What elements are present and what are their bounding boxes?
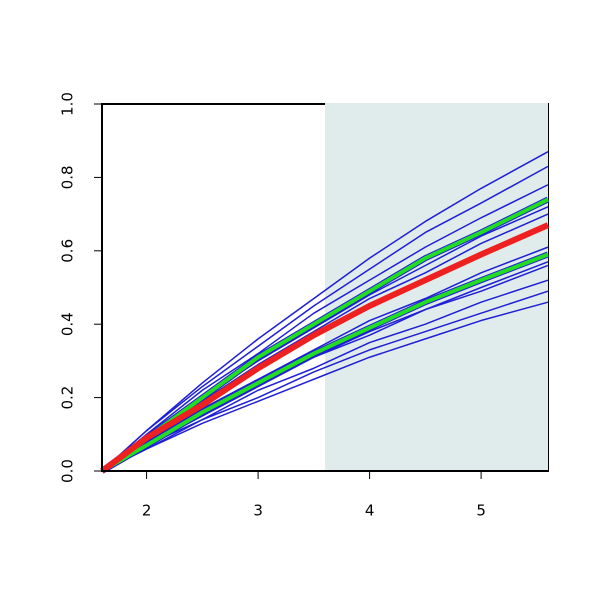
y-tick-label: 0.0: [59, 459, 77, 483]
y-tick-label: 0.4: [59, 312, 77, 336]
curve: [101, 246, 549, 472]
y-tick-label: 1.0: [59, 92, 77, 116]
x-tick-label: 2: [142, 502, 152, 520]
y-tick-label: 0.2: [59, 386, 77, 410]
curve: [101, 301, 549, 472]
shaded-region: [325, 103, 548, 470]
curve: [100, 222, 550, 474]
x-tick-label: 3: [253, 502, 263, 520]
curve: [101, 184, 549, 472]
x-tick-label: 5: [476, 502, 486, 520]
x-tick-label: 4: [365, 502, 375, 520]
y-tick-label: 0.6: [59, 239, 77, 263]
curve: [101, 165, 549, 472]
y-tick-label: 0.8: [59, 165, 77, 189]
curve: [101, 252, 549, 473]
curve: [101, 151, 549, 472]
curve: [101, 290, 549, 472]
